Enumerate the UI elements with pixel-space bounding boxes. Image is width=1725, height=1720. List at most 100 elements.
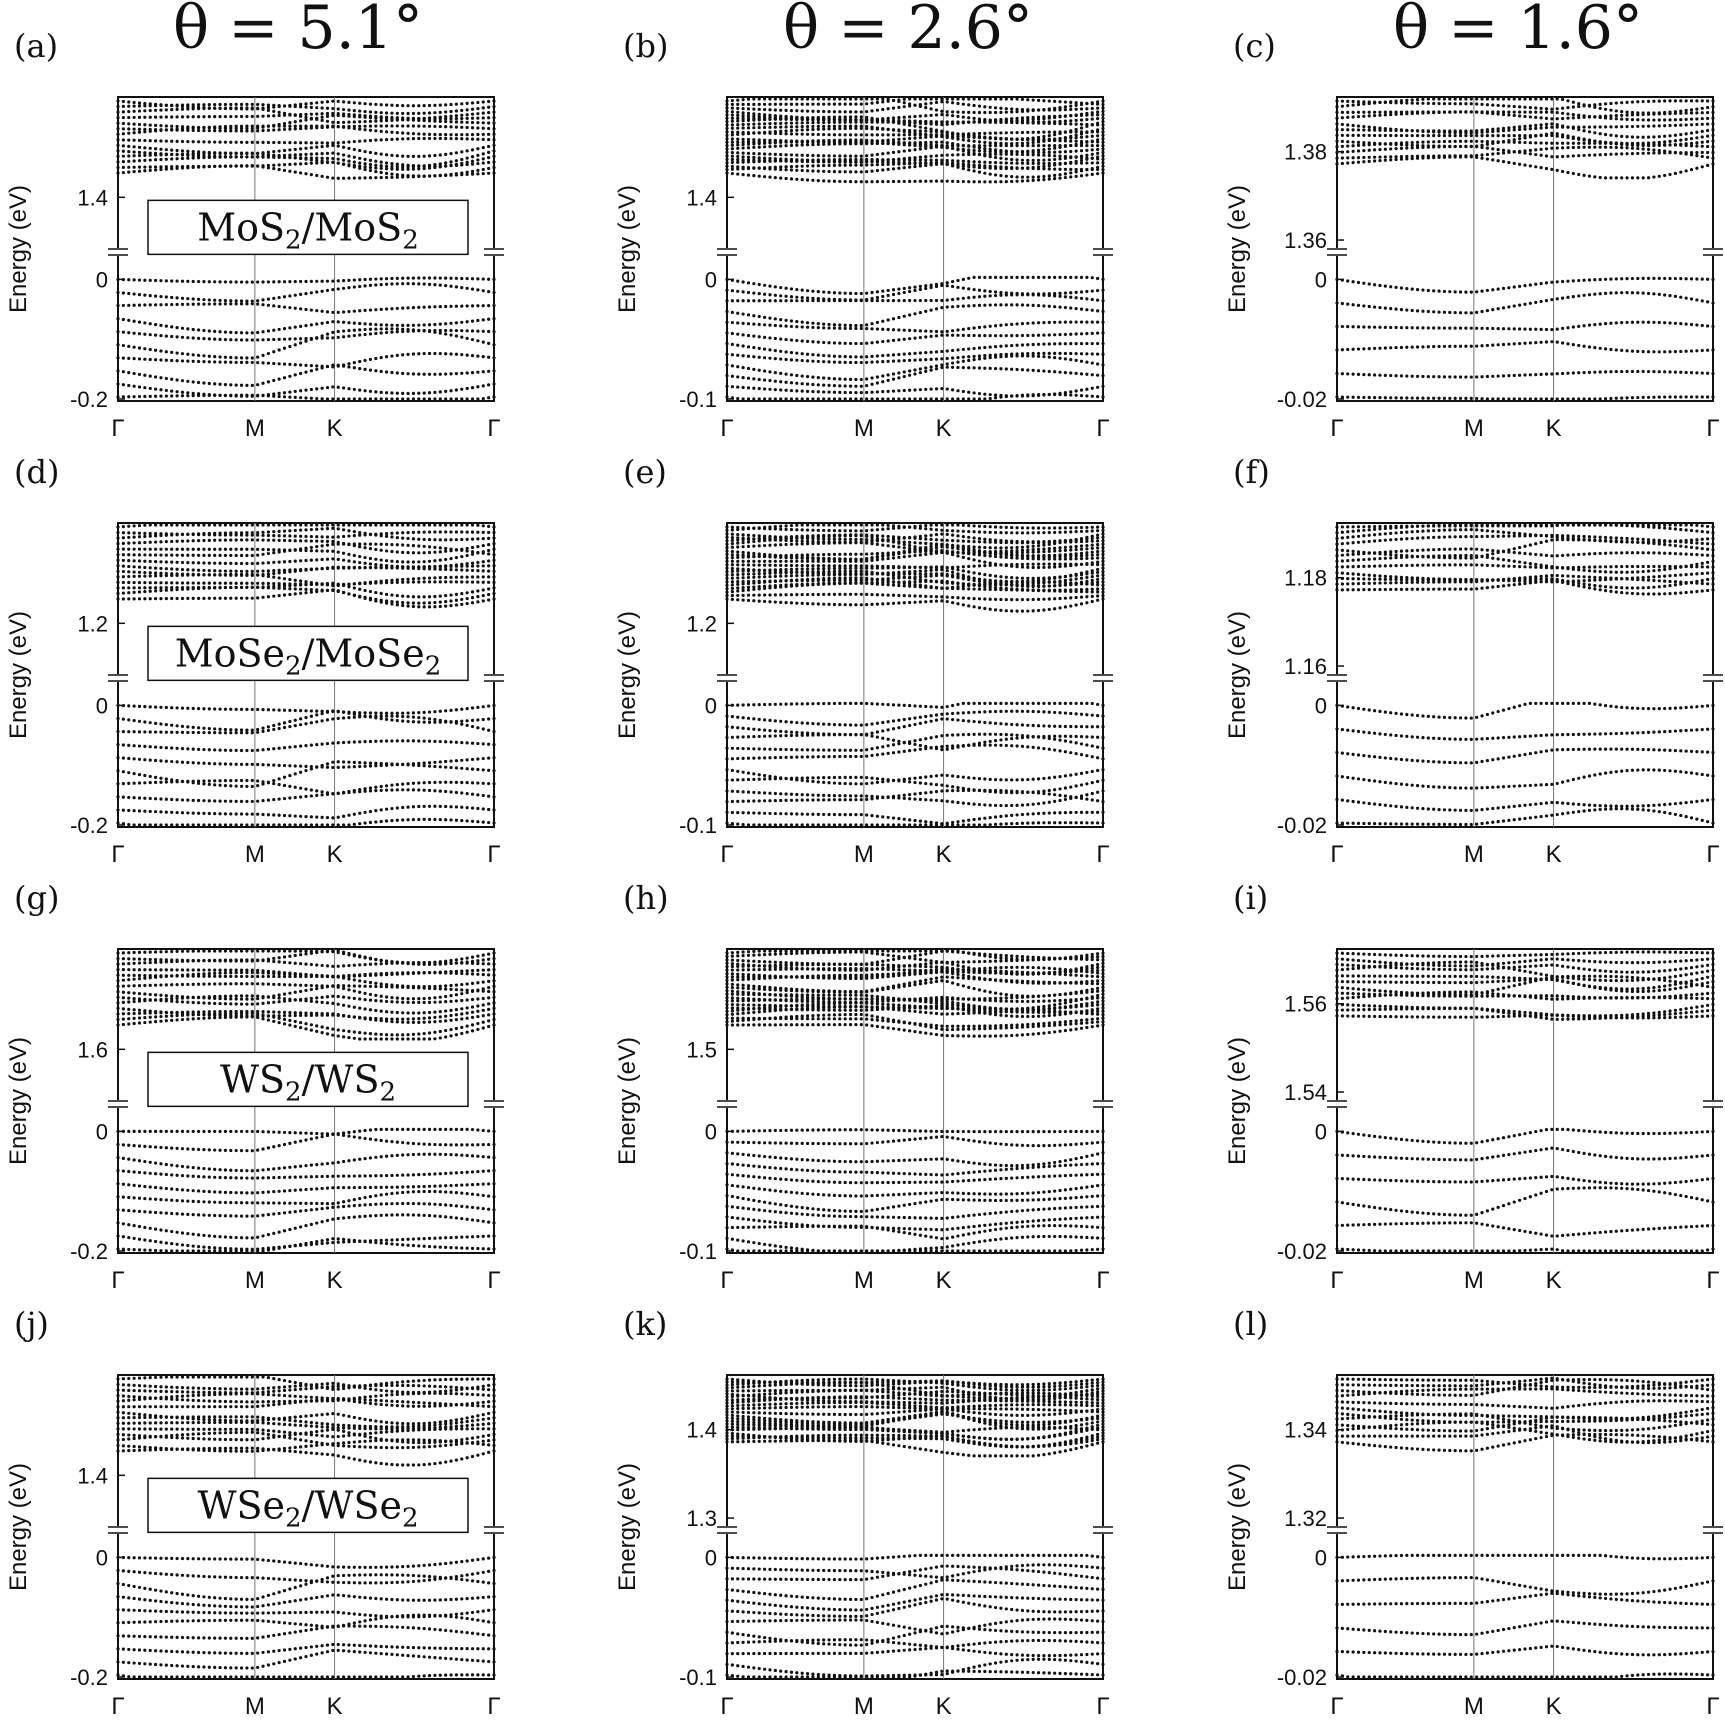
band-dot <box>304 339 308 343</box>
band-dot <box>154 294 158 298</box>
band-dot <box>1668 134 1672 138</box>
band-dot <box>1053 114 1057 118</box>
band-dot <box>347 100 351 104</box>
band-dot <box>1058 393 1062 397</box>
band-dot <box>492 149 496 153</box>
axis-break-gap <box>1095 248 1111 257</box>
band-dot <box>1015 97 1019 101</box>
band-dot <box>417 391 421 395</box>
band-dot <box>427 282 432 286</box>
band-dot <box>977 303 982 307</box>
band-dot <box>1399 141 1404 145</box>
band-dot <box>1031 115 1035 119</box>
band-dot <box>213 129 217 133</box>
band-dot <box>1047 147 1051 151</box>
band-dot <box>191 107 195 111</box>
band-dot <box>342 140 346 144</box>
band-dot <box>154 278 158 283</box>
band-dot <box>784 165 788 169</box>
band-dot <box>1346 123 1350 127</box>
band-dot <box>1566 154 1570 158</box>
band-dot <box>390 111 394 115</box>
band-dot <box>768 102 772 106</box>
band-dot <box>282 346 287 350</box>
band-dot <box>1042 148 1046 152</box>
band-dot <box>725 143 729 148</box>
band-dot <box>1074 127 1078 132</box>
band-dot <box>768 141 772 145</box>
band-dot <box>487 304 491 308</box>
band-dot <box>789 338 794 342</box>
band-dot <box>1367 143 1371 147</box>
band-dot <box>752 126 756 130</box>
band-dot <box>143 386 147 390</box>
band-dot <box>746 290 751 295</box>
band-dot <box>988 366 992 370</box>
band-dot <box>363 358 367 363</box>
band-dot <box>148 347 152 352</box>
band-dot <box>822 142 826 146</box>
band-dot <box>1042 355 1046 359</box>
band-dot <box>390 327 394 331</box>
band-dot <box>256 124 260 128</box>
band-dot <box>358 127 362 131</box>
band-dot <box>1555 111 1559 115</box>
band-dot <box>395 371 399 375</box>
band-dot <box>1036 138 1041 142</box>
band-dot <box>304 161 308 166</box>
band-dot <box>487 355 491 359</box>
band-dot <box>999 136 1003 141</box>
band-dot <box>170 108 174 112</box>
band-dot <box>730 160 734 165</box>
band-dot <box>422 351 426 356</box>
band-dot <box>1079 332 1084 336</box>
band-dot <box>902 286 906 291</box>
band-dot <box>983 147 987 151</box>
band-dot <box>186 359 190 363</box>
band-dot <box>1079 393 1084 398</box>
band-dot <box>1053 138 1057 143</box>
band-dot <box>1587 104 1592 108</box>
band-dot <box>132 384 136 388</box>
band-dot <box>476 354 480 358</box>
band-dot <box>256 155 260 159</box>
band-dot <box>470 337 475 342</box>
band-dot <box>1085 394 1089 398</box>
band-dot <box>886 133 890 137</box>
band-dot <box>325 114 330 118</box>
band-dot <box>924 369 928 373</box>
band-dot <box>725 167 729 172</box>
band-dot <box>481 157 485 161</box>
band-dot <box>832 110 837 114</box>
band-dot <box>1646 135 1651 139</box>
band-dot <box>816 169 820 173</box>
band-dot <box>800 121 804 125</box>
band-dot <box>1004 293 1008 297</box>
band-dot <box>1069 358 1073 362</box>
band-dot <box>1010 175 1014 179</box>
band-dot <box>272 394 276 398</box>
band-dot <box>897 141 901 145</box>
band-dot <box>191 391 195 395</box>
band-dot <box>170 389 174 393</box>
band-dot <box>460 120 464 124</box>
band-dot <box>395 103 399 108</box>
band-dot <box>1010 334 1014 338</box>
band-dot <box>1657 112 1661 116</box>
band-dot <box>865 120 869 124</box>
band-dot <box>1577 145 1581 149</box>
band-dot <box>175 390 179 394</box>
band-dot <box>454 137 458 141</box>
band-dot <box>272 128 276 132</box>
band-dot <box>395 306 399 311</box>
band-dot <box>1346 140 1350 144</box>
band-dot <box>1047 164 1051 168</box>
band-dot <box>132 319 136 323</box>
band-dot <box>972 275 976 279</box>
band-dot <box>1031 166 1035 171</box>
band-dot <box>865 360 869 365</box>
band-dot <box>891 138 896 142</box>
band-dot <box>422 164 426 168</box>
band-dot <box>213 106 217 110</box>
band-dot <box>299 389 303 393</box>
